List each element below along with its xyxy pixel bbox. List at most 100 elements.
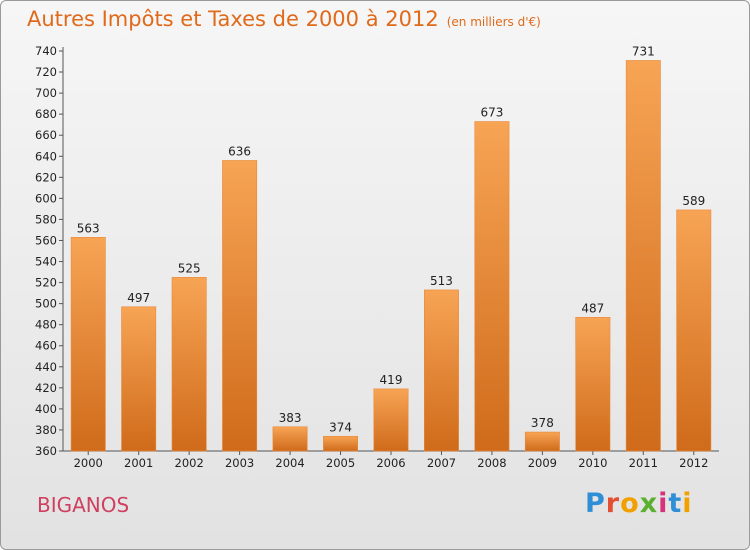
x-tick-label: 2011	[629, 456, 658, 470]
y-tick: 540	[35, 255, 63, 269]
y-tick: 560	[35, 233, 63, 247]
data-label-2011: 731	[632, 44, 655, 58]
y-tick-label: 480	[35, 318, 57, 332]
y-tick-label: 620	[35, 170, 57, 184]
data-label-2001: 497	[127, 291, 150, 305]
y-tick: 660	[35, 128, 63, 142]
x-tick: 2003	[225, 451, 254, 470]
y-tick: 500	[35, 297, 63, 311]
bar-series	[70, 60, 712, 452]
y-tick-label: 700	[35, 86, 57, 100]
y-tick-label: 640	[35, 149, 57, 163]
y-tick-label: 720	[35, 65, 57, 79]
data-label-2000: 563	[77, 221, 100, 235]
data-label-2005: 374	[329, 420, 352, 434]
y-tick: 640	[35, 149, 63, 163]
y-tick-label: 380	[35, 423, 57, 437]
bar-2008	[474, 121, 510, 452]
x-tick: 2007	[427, 451, 456, 470]
x-tick-label: 2008	[477, 456, 506, 470]
bar-2005	[323, 435, 358, 452]
x-tick-label: 2010	[578, 456, 607, 470]
y-tick-label: 360	[35, 444, 57, 458]
y-tick-label: 560	[35, 233, 57, 247]
y-tick-label: 600	[35, 191, 57, 205]
data-label-2003: 636	[228, 144, 251, 158]
bar-2000	[70, 237, 106, 452]
bar-2001	[121, 306, 157, 452]
x-tick: 2002	[175, 451, 204, 470]
y-tick: 360	[35, 444, 63, 458]
x-tick-label: 2000	[74, 456, 103, 470]
y-tick-label: 740	[35, 44, 57, 58]
data-labels: 563 497 525 636 383 374 419 513 673 378 487 731 589	[77, 44, 705, 434]
x-axis: 2000 2001 2002 2003 2004 2005 2006 2007 2008 2009…	[63, 450, 719, 470]
place-name: BIGANOS	[37, 493, 130, 517]
y-tick-label: 460	[35, 339, 57, 353]
y-tick-label: 420	[35, 381, 57, 395]
x-tick-label: 2004	[275, 456, 304, 470]
y-tick: 620	[35, 170, 63, 184]
data-label-2012: 589	[682, 194, 705, 208]
chart-title: Autres Impôts et Taxes de 2000 à 2012 (en…	[27, 7, 541, 31]
x-tick: 2006	[376, 451, 406, 470]
x-tick: 2011	[629, 451, 658, 470]
bar-2009	[524, 431, 560, 452]
bar-2007	[424, 289, 459, 452]
y-tick-label: 400	[35, 402, 57, 416]
y-tick: 720	[35, 65, 63, 79]
bar-2011	[625, 60, 661, 452]
y-tick: 440	[35, 360, 63, 374]
data-label-2002: 525	[178, 261, 201, 275]
chart-title-text: Autres Impôts et Taxes de 2000 à 2012	[27, 7, 439, 31]
x-tick-label: 2001	[124, 456, 153, 470]
data-label-2007: 513	[430, 274, 453, 288]
x-tick: 2004	[275, 451, 305, 470]
data-label-2008: 673	[480, 106, 503, 120]
y-tick: 380	[35, 423, 63, 437]
x-tick-label: 2006	[376, 456, 405, 470]
x-tick-label: 2002	[175, 456, 204, 470]
y-tick-label: 580	[35, 212, 57, 226]
x-tick: 2008	[477, 451, 507, 470]
x-tick: 2009	[528, 451, 557, 470]
y-tick-label: 440	[35, 360, 57, 374]
bar-2002	[171, 277, 207, 452]
x-tick-label: 2009	[528, 456, 557, 470]
proxiti-logo: Proxiti	[585, 488, 693, 519]
bar-2010	[575, 317, 611, 452]
x-tick-label: 2007	[427, 456, 456, 470]
y-tick: 460	[35, 339, 63, 353]
y-tick-label: 660	[35, 128, 57, 142]
x-tick: 2000	[74, 451, 103, 470]
data-label-2006: 419	[380, 373, 403, 387]
x-tick-label: 2003	[225, 456, 254, 470]
x-tick: 2012	[679, 451, 708, 470]
y-tick: 520	[35, 276, 63, 290]
y-tick-label: 500	[35, 297, 57, 311]
y-tick: 600	[35, 191, 63, 205]
data-label-2009: 378	[531, 416, 554, 430]
y-tick: 400	[35, 402, 63, 416]
y-tick: 480	[35, 318, 63, 332]
bar-2012	[676, 209, 712, 452]
data-label-2010: 487	[581, 301, 604, 315]
x-tick-label: 2005	[326, 456, 355, 470]
chart-unit: (en milliers d'€)	[446, 15, 541, 29]
y-tick: 700	[35, 86, 63, 100]
y-tick: 740	[35, 44, 63, 58]
bar-2003	[222, 160, 258, 452]
y-axis: 360 380 400 420 440 460 480 500 520 540 560 580 600 6…	[35, 44, 64, 458]
x-tick: 2001	[124, 451, 153, 470]
x-tick: 2010	[578, 451, 607, 470]
bar-2006	[373, 388, 409, 452]
y-tick: 580	[35, 212, 63, 226]
x-tick-label: 2012	[679, 456, 708, 470]
data-label-2004: 383	[279, 411, 302, 425]
bar-2004	[272, 426, 308, 452]
y-tick-label: 680	[35, 107, 57, 121]
y-tick: 680	[35, 107, 63, 121]
y-tick-label: 520	[35, 276, 57, 290]
